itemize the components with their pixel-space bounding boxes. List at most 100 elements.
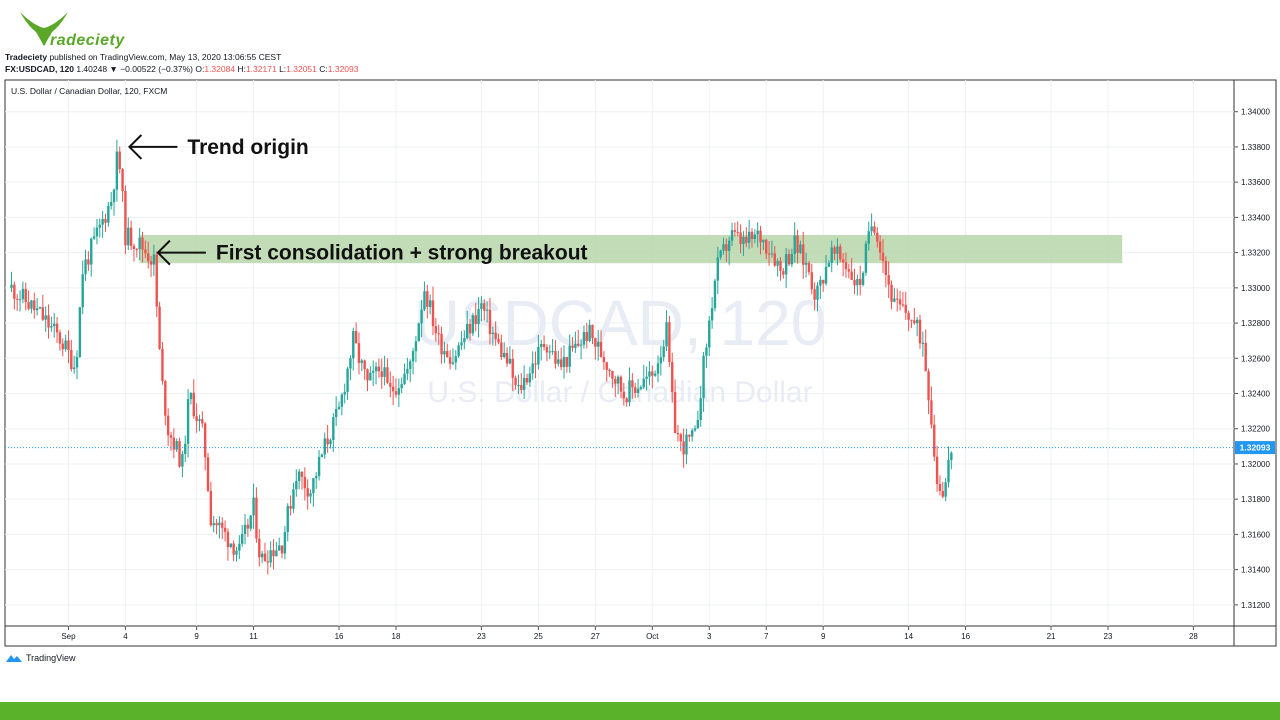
candle-body xyxy=(391,386,395,392)
candle-body xyxy=(47,315,50,328)
candle-body xyxy=(98,224,101,228)
tradingview-icon xyxy=(6,655,22,662)
candle-body xyxy=(696,420,700,429)
candle-body xyxy=(804,262,808,265)
candle-body xyxy=(525,377,529,383)
candle-body xyxy=(147,253,150,262)
candle-body xyxy=(483,303,486,311)
candle-body xyxy=(884,260,888,276)
candle-body xyxy=(520,384,523,390)
price-scale[interactable] xyxy=(1233,79,1277,647)
candle-body xyxy=(830,247,833,263)
candle-body xyxy=(668,322,671,363)
candle-body xyxy=(218,522,221,526)
candle-body xyxy=(95,227,99,237)
arrow-head xyxy=(156,239,171,266)
candle-body xyxy=(551,351,554,353)
low-label: L: xyxy=(279,64,287,74)
candles xyxy=(10,139,953,575)
candle-body xyxy=(893,298,896,302)
candle-body xyxy=(101,218,104,225)
candle-body xyxy=(656,363,660,374)
candle-body xyxy=(878,241,882,253)
open-label: O: xyxy=(195,64,205,74)
candle-body xyxy=(787,254,791,265)
candle-body xyxy=(451,362,455,364)
candle-body xyxy=(394,391,398,395)
candle-body xyxy=(799,244,802,253)
candle-body xyxy=(87,259,90,265)
candle-body xyxy=(181,454,184,467)
candle-body xyxy=(437,333,440,335)
x-tick-label: 9 xyxy=(821,632,826,641)
candle-body xyxy=(434,326,438,334)
last-price-label: 1.32093 xyxy=(1235,441,1275,455)
candle-body xyxy=(369,372,372,381)
candle-body xyxy=(397,388,401,395)
candle-body xyxy=(474,315,477,325)
annotation: Trend origin xyxy=(128,134,309,160)
candle-body xyxy=(719,250,722,258)
candle-body xyxy=(540,343,543,347)
candle-body xyxy=(767,253,771,255)
candle-body xyxy=(297,471,301,482)
arrow-head xyxy=(128,134,143,160)
candle-body xyxy=(317,457,321,477)
candle-body xyxy=(716,257,720,281)
candle-body xyxy=(671,362,674,392)
tradingview-brand[interactable]: TradingView xyxy=(5,653,76,663)
consolidation-zone xyxy=(139,234,1123,264)
candle-body xyxy=(195,416,198,421)
candle-body xyxy=(289,506,292,509)
candle-body xyxy=(295,481,298,490)
candle-body xyxy=(821,279,825,284)
x-tick-label: 3 xyxy=(707,632,712,641)
candle-body xyxy=(286,506,289,533)
candle-body xyxy=(759,230,762,243)
y-tick-label: 1.33400 xyxy=(1241,213,1270,222)
candle-body xyxy=(132,245,136,249)
candle-body xyxy=(192,392,195,417)
candle-body xyxy=(634,387,637,393)
candle-body xyxy=(859,279,862,285)
candle-body xyxy=(727,240,731,251)
candle-body xyxy=(873,226,876,233)
y-tick-label: 1.33800 xyxy=(1241,143,1270,152)
candle-body xyxy=(802,244,805,265)
candle-body xyxy=(414,341,418,352)
price-change: 1.40248 ▼ −0.00522 (−0.37%) xyxy=(76,64,193,74)
candle-body xyxy=(75,356,79,368)
candle-body xyxy=(653,373,657,376)
annotation-label: First consolidation + strong breakout xyxy=(216,242,588,265)
candle-body xyxy=(796,235,799,253)
candle-body xyxy=(591,324,594,339)
time-axis-labels: Sep 4 9 11 16 18 23 25 27 Oct 3 7 9 14 16 21 23 28 xyxy=(61,626,1198,641)
candle-body xyxy=(562,356,566,368)
x-tick-label: 14 xyxy=(904,632,913,641)
candle-body xyxy=(320,454,324,458)
chart-pane xyxy=(4,79,1235,647)
candle-body xyxy=(127,227,130,246)
candle-body xyxy=(352,331,355,359)
candle-body xyxy=(50,326,53,328)
chart-title: U.S. Dollar / Canadian Dollar, 120, FXCM xyxy=(11,86,167,96)
candle-body xyxy=(887,275,890,285)
candle-body xyxy=(115,151,119,190)
grid-lines xyxy=(5,80,1234,626)
candle-body xyxy=(24,288,27,303)
candle-body xyxy=(61,343,64,350)
candle-body xyxy=(278,545,281,551)
candle-body xyxy=(380,371,383,377)
annotation-label: Trend origin xyxy=(187,136,308,159)
candle-body xyxy=(400,384,403,389)
y-tick-label: 1.32600 xyxy=(1241,354,1270,363)
brand-bottom-bar xyxy=(0,702,1280,720)
x-tick-label: 23 xyxy=(1104,632,1113,641)
candle-body xyxy=(109,202,113,206)
candle-body xyxy=(206,457,210,491)
y-tick-label: 1.33200 xyxy=(1241,249,1270,258)
candle-body xyxy=(537,346,540,365)
candle-body xyxy=(141,237,144,250)
candle-body xyxy=(235,550,238,555)
